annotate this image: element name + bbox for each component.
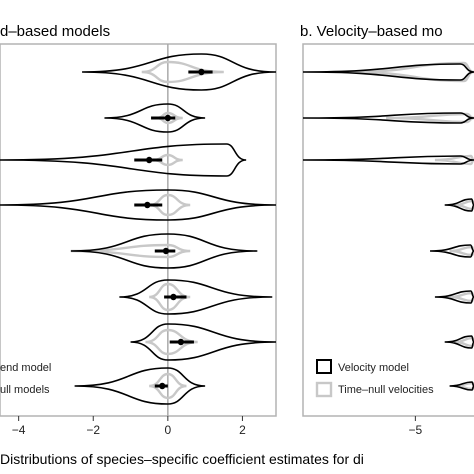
panel-a-frame [0, 43, 277, 417]
violin-model-row-7 [130, 323, 276, 361]
x-axis-ticks: −4 −2 0 2 −5 [12, 416, 423, 437]
violin-null-row-8 [149, 372, 187, 400]
panel-a-plot [0, 44, 276, 416]
panel-a-title: d–based models [0, 23, 110, 40]
legend-a-entry-1: end model [0, 362, 51, 374]
panel-b-title: b. Velocity–based mo [300, 23, 443, 40]
violin-null-row-1 [346, 61, 474, 83]
point-estimate-row-6 [170, 293, 177, 301]
panel-b-plot [303, 61, 474, 391]
violin-model-row-1 [82, 53, 276, 91]
x-tick-label-0-3: 2 [239, 423, 246, 437]
point-estimate-row-8 [159, 382, 166, 390]
violin-model-row-1 [303, 63, 474, 81]
panel-b-legend: Velocity model Time–null velocities [315, 359, 434, 398]
point-estimate-row-3 [145, 156, 153, 164]
violin-null-row-6 [449, 291, 474, 303]
violin-null-row-6 [149, 282, 191, 312]
legend-b-key-black [316, 359, 332, 374]
panel-b-frame [302, 43, 474, 417]
violin-model-row-6 [119, 279, 273, 315]
point-estimate-row-1 [198, 68, 205, 76]
violin-null-row-4 [149, 193, 191, 217]
violin-null-row-7 [454, 336, 474, 348]
point-estimate-row-7 [177, 338, 185, 346]
violin-model-row-3 [0, 143, 247, 177]
violin-model-row-2 [104, 103, 206, 133]
x-tick-label-1-0: −5 [409, 423, 423, 437]
violin-model-row-5 [430, 244, 474, 258]
violin-null-row-3 [434, 154, 474, 166]
x-tick-label-0-2: 0 [164, 423, 171, 437]
violin-model-row-3 [303, 155, 474, 165]
violin-model-row-8 [449, 381, 474, 391]
violin-model-row-4 [0, 189, 276, 221]
x-axis-title: Distributions of species–specific coeffi… [0, 451, 364, 467]
violin-model-row-6 [434, 290, 474, 304]
point-estimate-row-2 [164, 114, 172, 122]
legend-a-entry-2: ull models [0, 384, 50, 396]
legend-b-entry-2: Time–null velocities [338, 384, 434, 396]
point-estimate-row-5 [162, 247, 170, 255]
violin-null-row-2 [386, 112, 474, 124]
violin-null-row-8 [454, 381, 474, 391]
violin-model-row-2 [303, 112, 474, 124]
violin-null-row-4 [454, 199, 474, 211]
violin-model-row-4 [444, 198, 474, 212]
panel-a-legend: end model ull models [0, 362, 51, 396]
violin-model-row-7 [444, 335, 474, 349]
x-tick-label-0-0: −4 [12, 423, 26, 437]
violin-model-row-8 [74, 367, 206, 405]
violin-null-row-5 [449, 245, 474, 257]
legend-b-key-grey [315, 381, 333, 398]
violin-null-row-5 [70, 243, 191, 259]
point-estimate-row-4 [144, 201, 151, 209]
violin-model-row-5 [70, 233, 258, 269]
legend-b-entry-1: Velocity model [338, 362, 409, 374]
x-tick-label-0-1: −2 [86, 423, 100, 437]
